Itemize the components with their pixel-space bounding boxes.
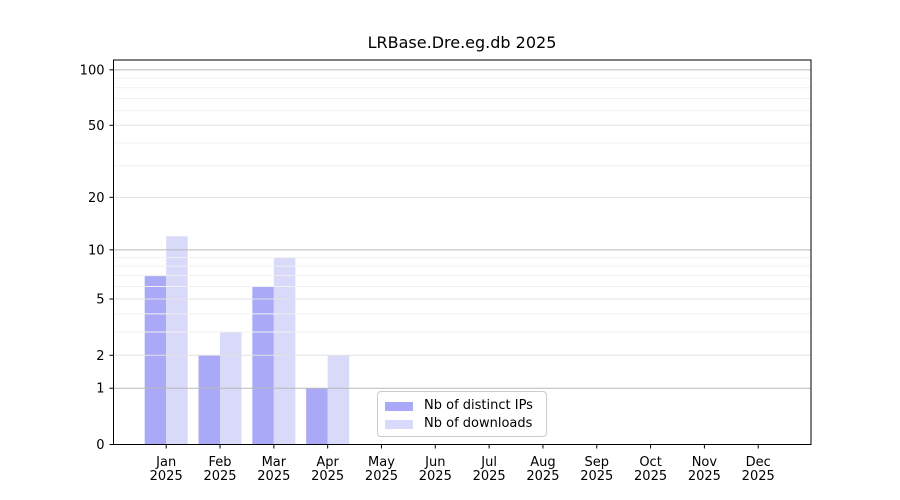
x-tick-label-year: 2025 [311,469,344,484]
bar-mar-distinct-ips [252,286,274,445]
legend: Nb of distinct IPs Nb of downloads [377,391,547,437]
y-tick-label: 5 [96,293,104,308]
y-tick-label: 20 [88,191,105,206]
x-tick-label-year: 2025 [203,469,236,484]
x-tick-label-month: Apr [316,455,339,470]
bars-group [144,236,350,445]
x-tick-label-month: Aug [530,455,555,470]
x-tick-label-month: Jul [480,455,497,470]
y-tick-label: 100 [80,63,105,78]
x-tick-label-month: Jun [424,455,445,470]
chart-title: LRBase.Dre.eg.db 2025 [367,33,557,52]
x-tick-label-month: Feb [209,455,232,470]
bar-apr-downloads [327,355,350,445]
x-tick-label-year: 2025 [419,469,452,484]
legend-label-distinct-ips: Nb of distinct IPs [424,398,533,413]
bar-jan-downloads [166,236,188,445]
x-tick-label-month: May [368,455,395,470]
x-tick-label-year: 2025 [688,469,721,484]
x-tick-label-year: 2025 [634,469,667,484]
x-tick-label-month: Dec [746,455,771,470]
x-axis: Jan2025Feb2025Mar2025Apr2025May2025Jun20… [150,444,775,484]
y-tick-label: 50 [88,119,105,134]
y-tick-label: 2 [96,349,104,364]
x-tick-label-year: 2025 [742,469,775,484]
bar-apr-distinct-ips [306,388,328,445]
x-tick-label-year: 2025 [473,469,506,484]
y-tick-label: 0 [96,438,104,453]
x-tick-label-month: Nov [692,455,718,470]
y-tick-label: 10 [88,243,105,258]
bar-mar-downloads [273,257,296,445]
x-tick-label-year: 2025 [526,469,559,484]
legend-item-distinct-ips: Nb of distinct IPs [385,397,546,415]
legend-swatch-downloads [385,419,413,429]
bar-jan-distinct-ips [144,275,167,445]
bar-feb-distinct-ips [198,355,221,445]
x-tick-label-year: 2025 [365,469,398,484]
x-tick-label-month: Mar [262,455,287,470]
x-tick-label-year: 2025 [257,469,290,484]
y-axis: 0 1 2 5 10 20 50 100 [80,63,114,453]
x-tick-label-month: Oct [639,455,661,470]
legend-label-downloads: Nb of downloads [424,416,533,431]
y-tick-label: 1 [96,382,104,397]
x-tick-label-year: 2025 [580,469,613,484]
legend-item-downloads: Nb of downloads [385,415,546,433]
gridlines-group [113,69,811,389]
x-tick-label-month: Jan [155,455,176,470]
x-tick-label-year: 2025 [150,469,183,484]
axes-box [113,59,812,445]
legend-swatch-distinct-ips [385,401,413,411]
x-tick-label-month: Sep [585,455,610,470]
